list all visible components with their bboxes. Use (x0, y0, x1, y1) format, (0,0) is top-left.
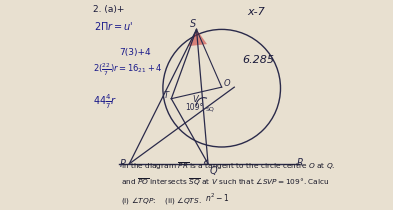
Text: 7(3)+4: 7(3)+4 (119, 48, 151, 57)
Text: Q: Q (209, 166, 217, 176)
Text: R: R (296, 158, 303, 168)
Text: (i) $\angle TQP$:    (ii) $\angle QTS$.: (i) $\angle TQP$: (ii) $\angle QTS$. (121, 194, 202, 206)
Text: $2\Pi r = u$': $2\Pi r = u$' (94, 20, 133, 33)
Text: P: P (120, 159, 126, 169)
Text: V: V (192, 95, 198, 104)
Text: $2(\frac{22}{7})r = 16_{21}+4$: $2(\frac{22}{7})r = 16_{21}+4$ (92, 62, 162, 78)
Text: $44\frac{4}{7}r$: $44\frac{4}{7}r$ (92, 93, 117, 111)
Text: SQ: SQ (206, 106, 215, 111)
Text: 2. (a)+: 2. (a)+ (92, 5, 124, 14)
Text: 6.285: 6.285 (243, 55, 275, 65)
Text: x-7: x-7 (247, 7, 264, 17)
Text: In the diagram $\overline{PR}$ is a tangent to the circle centre $O$ at $Q$.: In the diagram $\overline{PR}$ is a tang… (121, 160, 336, 172)
Text: O: O (224, 79, 230, 88)
Text: T: T (164, 91, 169, 100)
Text: 109°: 109° (185, 103, 203, 112)
Text: $n^2-1$: $n^2-1$ (205, 192, 229, 204)
Polygon shape (188, 29, 207, 46)
Text: and $\overline{PO}$ intersects $\overline{SQ}$ at $V$ such that $\angle SVP = 10: and $\overline{PO}$ intersects $\overlin… (121, 177, 329, 189)
Text: S: S (190, 19, 196, 29)
